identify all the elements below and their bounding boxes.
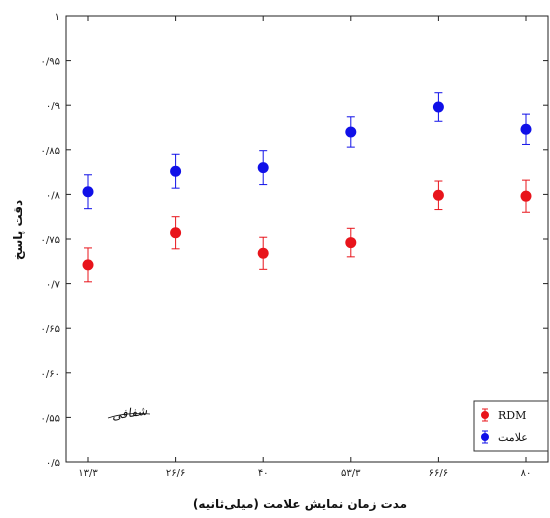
y-tick-label: ۰/۶۰: [41, 369, 60, 380]
y-axis-label: دقت پاسخ: [11, 200, 25, 260]
y-tick-label: ۰/۹۵: [41, 57, 60, 68]
legend-label: RDM: [498, 409, 526, 422]
y-tick-label: ۰/۹: [46, 101, 60, 112]
y-tick-label: ۰/۶۵: [41, 324, 60, 335]
data-point: [520, 190, 532, 202]
y-tick-label: ۰/۵: [46, 458, 60, 469]
series-1: [82, 179, 532, 283]
data-point: [170, 227, 182, 239]
data-point: [170, 165, 182, 177]
x-tick-label: ۸۰: [521, 468, 532, 479]
y-axis-ticks: ۰/۵ ۰/۵۵ ۰/۶۰ ۰/۶۵ ۰/۷ ۰/۷۵ ۰/۸ ۰/۸۵ ۰/۹ ۰/۹۵ ۱: [41, 12, 548, 469]
x-tick-label: ۴۰: [258, 468, 269, 479]
chart-axes: [65, 15, 549, 463]
x-tick-label: ۶۶/۶: [429, 468, 448, 479]
y-tick-label: ۰/۸۵: [41, 146, 60, 157]
y-tick-label: ۱: [55, 12, 60, 23]
data-point: [345, 237, 357, 249]
data-point: [82, 259, 94, 271]
data-point: [257, 162, 269, 174]
legend-label: علامت: [498, 431, 528, 444]
x-tick-label: ۱۳/۳: [78, 468, 98, 479]
x-tick-label: ۵۳/۳: [341, 468, 361, 479]
y-tick-label: ۰/۵۵: [41, 413, 60, 424]
y-tick-label: ۰/۷۵: [41, 235, 60, 246]
y-tick-label: ۰/۷: [46, 280, 61, 291]
series-2: [82, 92, 532, 210]
x-tick-label: ۲۶/۶: [166, 468, 185, 479]
data-point: [432, 101, 444, 113]
y-tick-label: ۰/۸: [46, 190, 61, 201]
legend: RDM علامت: [473, 400, 549, 452]
legend-marker: [481, 433, 489, 441]
data-point: [257, 247, 269, 259]
x-axis-ticks: ۱۳/۳ ۲۶/۶ ۴۰ ۵۳/۳ ۶۶/۶ ۸۰: [78, 16, 531, 479]
legend-marker: [481, 411, 489, 419]
data-point: [82, 186, 94, 198]
data-point: [520, 123, 532, 135]
data-points: [82, 92, 532, 283]
signature-text: شفافی: [111, 404, 149, 423]
data-point: [432, 189, 444, 201]
x-axis-label: مدت زمان نمایش علامت (میلی‌ثانیه): [193, 497, 407, 511]
signature-stroke: [107, 413, 151, 419]
data-point: [345, 126, 357, 138]
plot-frame: [65, 15, 549, 463]
